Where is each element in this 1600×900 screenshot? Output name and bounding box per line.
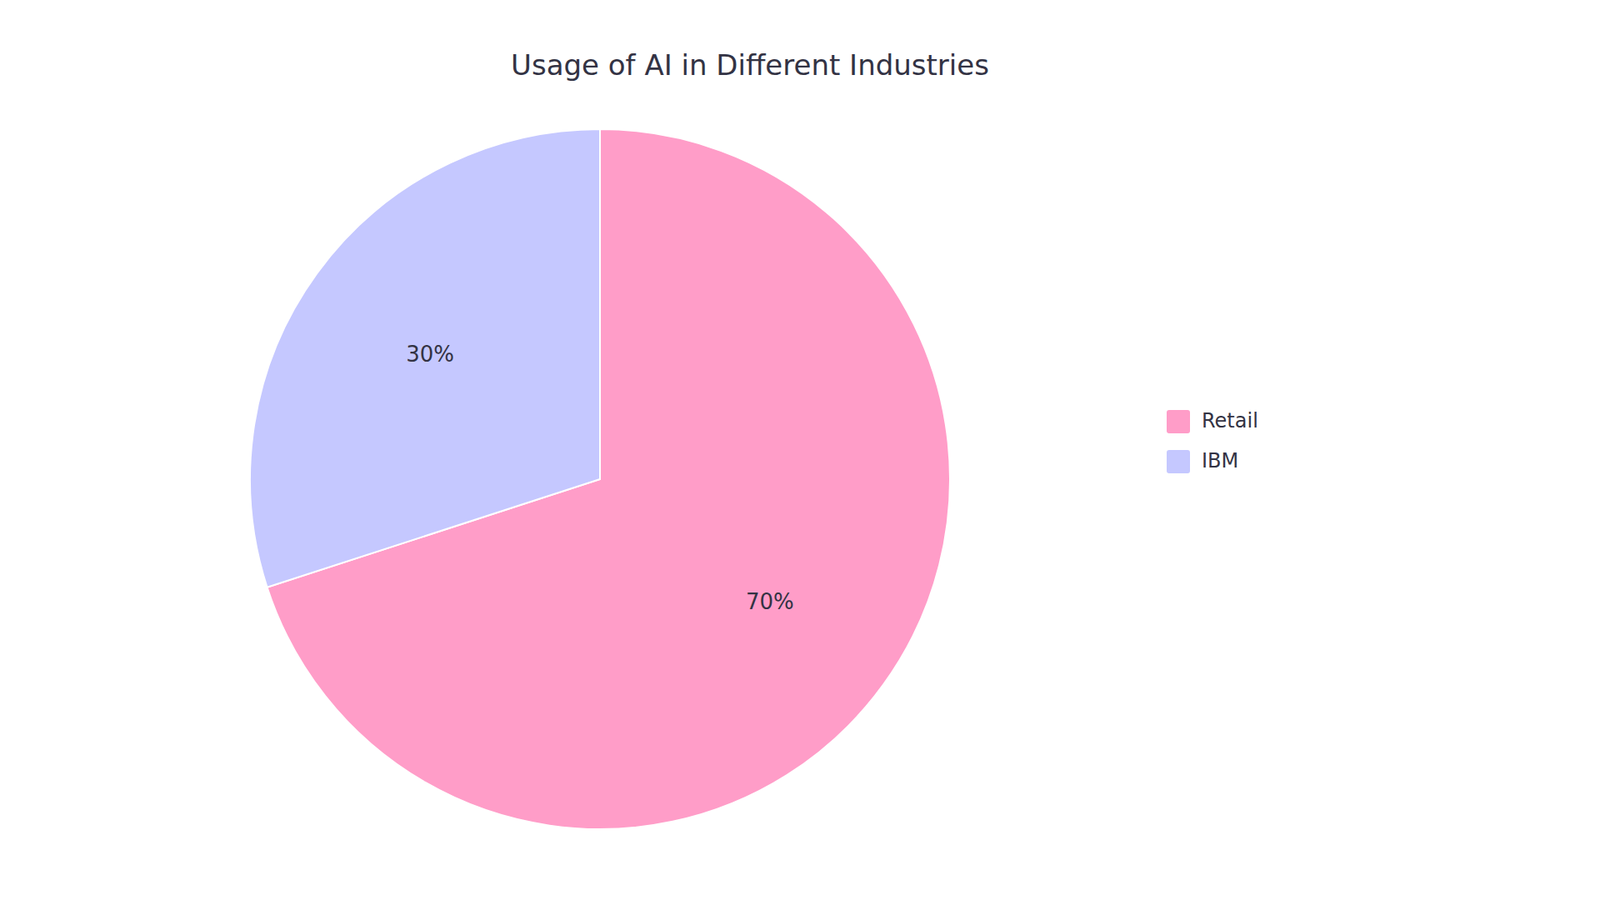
background: [0, 0, 1600, 900]
data-label: 30%: [405, 341, 455, 367]
pie: [250, 129, 950, 830]
title: Usage of AI in Different Industries: [510, 48, 990, 82]
legend-swatch: [1166, 450, 1190, 474]
data-label: 70%: [745, 589, 795, 615]
chart: Usage of AI in Different Industries 70% 30…: [0, 0, 1600, 900]
legend-label: IBM: [1201, 449, 1239, 473]
data-labels: 70% 30%: [405, 341, 795, 614]
legend-swatch: [1166, 410, 1190, 434]
legend: Retail IBM: [1166, 409, 1259, 474]
pie-slice: [250, 129, 600, 588]
legend-label: Retail: [1201, 409, 1259, 433]
